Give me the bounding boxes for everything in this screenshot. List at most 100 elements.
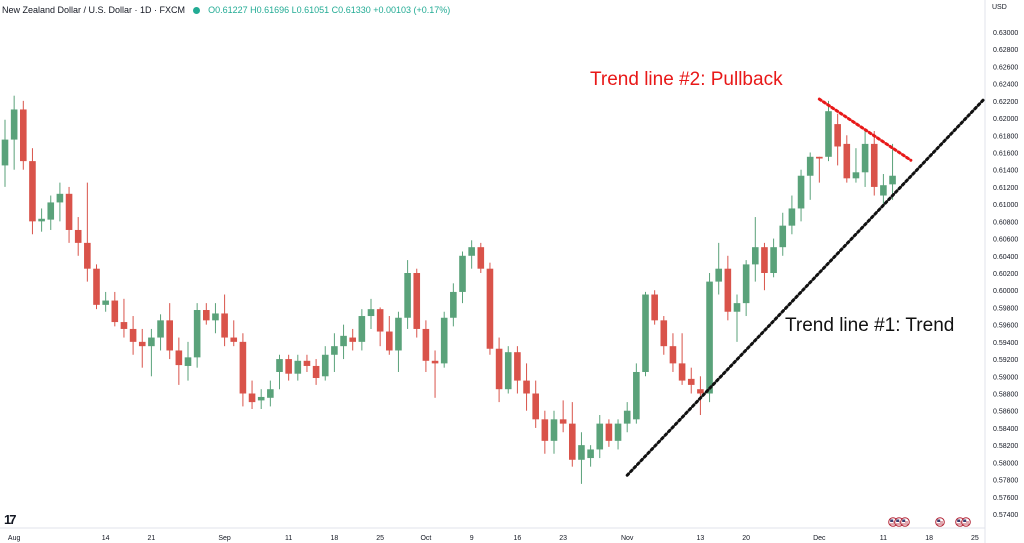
trend-line-2 bbox=[817, 97, 913, 162]
price-tick-label: 0.59800 bbox=[993, 305, 1018, 312]
annotation-trend: Trend line #1: Trend bbox=[785, 315, 954, 336]
price-tick-label: 0.60400 bbox=[993, 254, 1018, 261]
candle-body bbox=[889, 175, 896, 185]
price-tick-label: 0.57600 bbox=[993, 495, 1018, 502]
us-flag-canton bbox=[896, 519, 900, 522]
candle-body bbox=[660, 320, 668, 347]
time-tick-label: 14 bbox=[102, 535, 110, 542]
annotation-pullback: Trend line #2: Pullback bbox=[590, 69, 783, 90]
candle-body bbox=[386, 331, 393, 351]
symbol-title[interactable]: New Zealand Dollar / U.S. Dollar · 1D · … bbox=[2, 5, 186, 15]
time-tick-label: 9 bbox=[470, 535, 474, 542]
currency-label[interactable]: USD bbox=[992, 4, 1007, 11]
candle-body bbox=[733, 303, 741, 312]
candle-body bbox=[495, 348, 503, 390]
price-tick-label: 0.59400 bbox=[993, 340, 1018, 347]
candle-body bbox=[806, 156, 814, 176]
candle-body bbox=[678, 363, 686, 381]
price-tick-label: 0.62600 bbox=[993, 64, 1018, 71]
candle-body bbox=[431, 360, 439, 364]
candle-body bbox=[294, 360, 302, 374]
candle-body bbox=[111, 300, 119, 323]
candle-body bbox=[514, 352, 521, 381]
candle-body bbox=[422, 328, 430, 361]
candle-body bbox=[843, 143, 851, 179]
price-tick-label: 0.61400 bbox=[993, 168, 1018, 175]
candle-body bbox=[706, 281, 713, 394]
price-tick-label: 0.58200 bbox=[993, 443, 1018, 450]
candle-body bbox=[569, 423, 576, 460]
price-tick-label: 0.61200 bbox=[993, 185, 1018, 192]
time-tick-label: 16 bbox=[514, 535, 522, 542]
chart-header: New Zealand Dollar / U.S. Dollar · 1D · … bbox=[0, 0, 990, 20]
candle-body bbox=[10, 109, 18, 140]
candle-body bbox=[129, 328, 137, 342]
candle-body bbox=[578, 445, 585, 460]
candle-body bbox=[74, 229, 82, 243]
price-tick-label: 0.58600 bbox=[993, 409, 1018, 416]
candle-body bbox=[459, 255, 466, 292]
candle-body bbox=[614, 423, 622, 441]
candle-body bbox=[724, 268, 732, 312]
time-tick-label: 18 bbox=[925, 535, 933, 542]
candle-body bbox=[770, 247, 777, 273]
tradingview-logo[interactable]: 17 bbox=[4, 512, 17, 527]
candle-body bbox=[312, 365, 320, 379]
candle-body bbox=[56, 193, 64, 203]
price-tick-label: 0.62800 bbox=[993, 47, 1018, 54]
candle-body bbox=[596, 423, 604, 450]
candle-body bbox=[870, 143, 878, 187]
time-tick-label: Nov bbox=[621, 535, 634, 542]
time-tick-label: 20 bbox=[742, 535, 750, 542]
candle-body bbox=[358, 316, 366, 342]
candle-body bbox=[761, 247, 768, 273]
price-tick-label: 0.62400 bbox=[993, 82, 1018, 89]
candle-body bbox=[120, 322, 128, 329]
candle-body bbox=[816, 156, 823, 159]
time-tick-label: Dec bbox=[813, 535, 826, 542]
candle-body bbox=[587, 449, 594, 459]
candle-body bbox=[687, 378, 695, 385]
candle-body bbox=[340, 335, 347, 347]
us-flag-canton bbox=[957, 519, 961, 522]
candle-body bbox=[221, 313, 228, 338]
candle-body bbox=[532, 393, 539, 420]
time-tick-label: 13 bbox=[697, 535, 705, 542]
price-tick-label: 0.60800 bbox=[993, 219, 1018, 226]
candle-body bbox=[65, 193, 73, 230]
time-tick-label: 25 bbox=[971, 535, 979, 542]
candle-body bbox=[47, 202, 55, 220]
candle-body bbox=[779, 225, 787, 248]
time-tick-label: 18 bbox=[331, 535, 339, 542]
candle-body bbox=[38, 218, 45, 222]
price-tick-label: 0.57400 bbox=[993, 512, 1018, 519]
candle-body bbox=[157, 320, 164, 338]
candle-body bbox=[376, 309, 384, 332]
market-status-dot bbox=[192, 7, 200, 15]
price-tick-label: 0.63000 bbox=[993, 30, 1018, 37]
candle-body bbox=[148, 337, 155, 347]
candle-body bbox=[633, 371, 640, 420]
candle-body bbox=[93, 268, 100, 305]
time-tick-label: Sep bbox=[218, 535, 231, 542]
candle-body bbox=[669, 346, 677, 364]
time-tick-label: 11 bbox=[285, 535, 292, 542]
candle-body bbox=[825, 111, 832, 157]
candle-body bbox=[184, 357, 192, 366]
candle-body bbox=[523, 380, 530, 394]
candle-body bbox=[20, 109, 27, 162]
candle-body bbox=[303, 360, 311, 366]
time-tick-label: Aug bbox=[8, 535, 21, 542]
trend-line-1 bbox=[625, 97, 986, 477]
candle-body bbox=[84, 242, 91, 269]
candle-body bbox=[239, 341, 247, 394]
time-tick-label: 25 bbox=[376, 535, 384, 542]
candle-body bbox=[102, 300, 109, 305]
candle-body bbox=[248, 393, 256, 403]
candle-body bbox=[285, 359, 292, 374]
candle-body bbox=[623, 410, 631, 424]
candle-body bbox=[468, 247, 475, 256]
price-tick-label: 0.61800 bbox=[993, 133, 1018, 140]
candle-body bbox=[504, 352, 512, 390]
